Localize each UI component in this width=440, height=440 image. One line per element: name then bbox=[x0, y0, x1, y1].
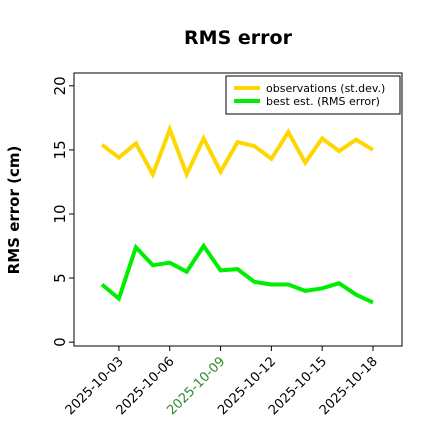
y-axis-label: RMS error (cm) bbox=[5, 146, 23, 275]
legend-label: observations (st.dev.) bbox=[266, 82, 385, 95]
x-axis: 2025-10-032025-10-062025-10-092025-10-12… bbox=[63, 346, 381, 418]
y-tick-label: 5 bbox=[51, 273, 69, 283]
plot-area bbox=[73, 72, 403, 347]
y-tick-label: 15 bbox=[51, 140, 69, 159]
y-axis: 0 5 10 15 20 bbox=[51, 76, 74, 347]
legend: observations (st.dev.)best est. (RMS err… bbox=[225, 75, 401, 115]
plot-frame bbox=[73, 72, 403, 347]
best-estimate-line bbox=[100, 242, 374, 305]
observations-line bbox=[100, 123, 375, 180]
legend-label: best est. (RMS error) bbox=[266, 95, 380, 108]
chart-title: RMS error bbox=[184, 27, 293, 49]
legend-box bbox=[225, 75, 401, 115]
y-tick-label: 0 bbox=[51, 337, 69, 347]
y-tick-label: 10 bbox=[51, 204, 69, 223]
series-lines bbox=[100, 123, 375, 305]
y-tick-label: 20 bbox=[51, 76, 69, 95]
